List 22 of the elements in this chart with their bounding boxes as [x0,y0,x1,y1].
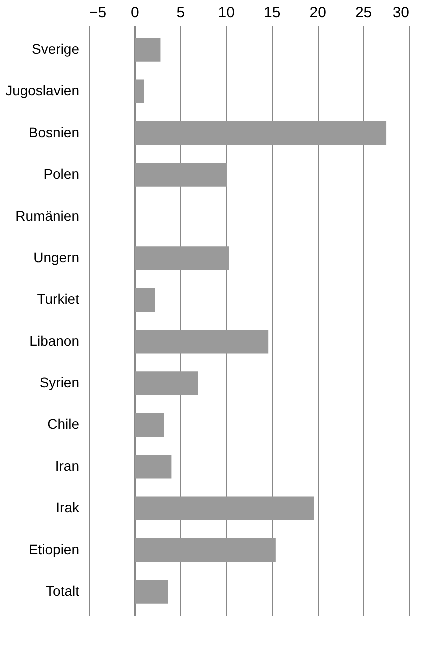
y-tick-label: Irak [56,500,80,516]
x-tick-label: 30 [392,4,410,22]
y-tick-label: Etiopien [28,541,80,558]
x-tick-label: 0 [131,4,140,22]
y-tick-label: Iran [55,458,80,474]
y-tick-label: Totalt [46,583,80,600]
x-tick-label: 15 [264,4,281,22]
y-tick-label: Ungern [34,249,80,266]
x-tick-label: 20 [310,4,326,22]
y-tick-label: Polen [44,166,80,182]
x-tick-label: 5 [176,4,186,22]
x-tick-label: 25 [355,4,372,22]
x-tick-label: −5 [90,4,107,22]
y-tick-label: Turkiet [37,291,80,308]
y-tick-label: Bosnien [28,124,80,140]
x-tick-label: 10 [218,4,235,22]
y-tick-label: Chile [48,416,80,432]
y-tick-label: Rumänien [16,208,80,224]
y-tick-label: Syrien [40,374,80,391]
y-tick-label: Sverige [32,40,80,57]
y-tick-label: Libanon [30,332,80,349]
y-tick-label: Jugoslavien [6,82,80,99]
